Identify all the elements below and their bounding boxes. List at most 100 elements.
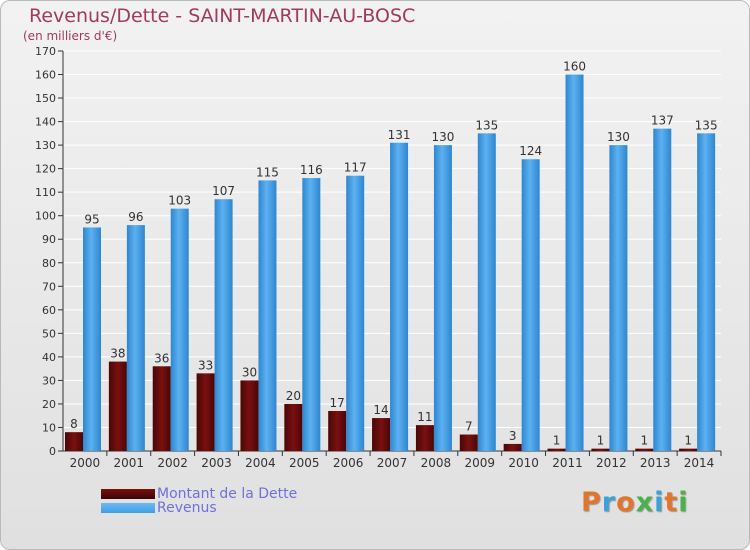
- revenue-value-label: 135: [695, 118, 718, 132]
- x-tick-label: 2011: [552, 456, 583, 470]
- debt-bar: [152, 366, 171, 451]
- debt-value-label: 3: [509, 429, 517, 443]
- debt-bar: [415, 425, 434, 451]
- logo-letter: o: [616, 487, 636, 518]
- debt-bar: [196, 373, 215, 451]
- revenue-bar: [390, 142, 409, 451]
- debt-bar: [635, 448, 654, 451]
- y-tick-label: 140: [35, 116, 56, 129]
- debt-value-label: 17: [330, 396, 345, 410]
- debt-bar: [679, 448, 698, 451]
- legend-item-revenue: Revenus: [101, 500, 297, 516]
- revenue-value-label: 107: [212, 184, 235, 198]
- revenue-value-label: 160: [563, 60, 586, 74]
- logo-letter: x: [635, 487, 655, 518]
- legend-item-debt: Montant de la Dette: [101, 486, 298, 502]
- revenue-value-label: 95: [84, 212, 99, 226]
- revenue-value-label: 116: [300, 163, 323, 177]
- y-tick-label: 20: [42, 398, 56, 411]
- revenue-bar: [565, 74, 584, 451]
- debt-bar: [284, 403, 303, 451]
- debt-value-label: 11: [417, 410, 432, 424]
- legend-swatch-debt: [101, 489, 155, 499]
- debt-bar: [240, 380, 259, 451]
- revenue-bar: [477, 133, 496, 451]
- chart-title: Revenus/Dette - SAINT-MARTIN-AU-BOSC: [29, 5, 416, 27]
- debt-bar: [108, 361, 127, 451]
- y-tick-label: 150: [35, 92, 56, 105]
- revenue-value-label: 96: [128, 210, 143, 224]
- x-tick-label: 2010: [508, 456, 539, 470]
- y-tick-label: 110: [35, 186, 56, 199]
- y-tick-label: 100: [35, 210, 56, 223]
- x-tick-label: 2007: [377, 456, 408, 470]
- debt-bar: [459, 434, 478, 451]
- revenue-value-label: 117: [344, 161, 367, 175]
- y-tick-label: 130: [35, 139, 56, 152]
- logo-letter: i: [678, 487, 689, 518]
- revenue-bar: [83, 227, 101, 451]
- debt-bar: [328, 411, 347, 451]
- legend-label-revenue: Revenus: [157, 500, 217, 516]
- debt-value-label: 33: [198, 358, 213, 372]
- y-tick-label: 40: [42, 351, 56, 364]
- revenue-bar: [609, 145, 628, 451]
- revenue-bar: [126, 225, 145, 451]
- x-tick-label: 2004: [245, 456, 276, 470]
- y-tick-label: 50: [42, 327, 56, 340]
- debt-bar: [65, 432, 83, 451]
- y-tick-label: 160: [35, 69, 56, 82]
- x-tick-label: 2012: [596, 456, 627, 470]
- revenue-bar: [433, 145, 452, 451]
- revenue-value-label: 135: [475, 118, 498, 132]
- y-tick-label: 90: [42, 233, 56, 246]
- revenue-value-label: 103: [168, 194, 191, 208]
- x-tick-label: 2003: [201, 456, 232, 470]
- logo-letter: t: [664, 487, 679, 518]
- x-tick-label: 2002: [157, 456, 188, 470]
- debt-value-label: 14: [373, 403, 388, 417]
- debt-bar: [547, 448, 566, 451]
- x-tick-label: 2001: [114, 456, 145, 470]
- debt-value-label: 8: [70, 417, 78, 431]
- debt-value-label: 30: [242, 365, 257, 379]
- x-tick-label: 2009: [464, 456, 495, 470]
- logo-letter: i: [654, 487, 665, 518]
- y-tick-label: 120: [35, 163, 56, 176]
- revenue-value-label: 124: [519, 144, 542, 158]
- revenue-bar: [521, 159, 540, 451]
- revenue-value-label: 137: [651, 114, 674, 128]
- debt-value-label: 7: [465, 420, 473, 434]
- revenue-bar: [170, 208, 189, 451]
- debt-bar: [372, 418, 391, 451]
- x-tick-label: 2014: [684, 456, 715, 470]
- debt-value-label: 1: [640, 434, 648, 448]
- revenue-bar: [697, 133, 716, 451]
- x-tick-label: 2000: [70, 456, 101, 470]
- y-tick-label: 170: [35, 45, 56, 58]
- chart-legend: Montant de la Dette Revenus: [101, 486, 298, 516]
- debt-bar: [591, 448, 610, 451]
- legend-swatch-revenue: [101, 503, 155, 513]
- debt-bar: [503, 443, 522, 451]
- debt-value-label: 1: [684, 434, 692, 448]
- y-tick-label: 0: [49, 445, 56, 458]
- logo-letter: P: [581, 487, 602, 518]
- x-tick-label: 2013: [640, 456, 671, 470]
- proxiti-logo: Proxiti: [581, 487, 689, 518]
- debt-value-label: 36: [154, 351, 169, 365]
- revenue-bar: [346, 175, 365, 452]
- revenue-bar: [214, 199, 233, 451]
- legend-label-debt: Montant de la Dette: [157, 486, 298, 502]
- revenue-value-label: 115: [256, 165, 279, 179]
- revenue-bar: [302, 178, 321, 451]
- x-tick-label: 2006: [333, 456, 364, 470]
- revenue-value-label: 131: [388, 128, 411, 142]
- revenue-value-label: 130: [607, 130, 630, 144]
- chart-subtitle: (en milliers d'€): [23, 29, 118, 43]
- y-tick-label: 80: [42, 257, 56, 270]
- debt-value-label: 38: [110, 347, 125, 361]
- x-tick-label: 2008: [421, 456, 452, 470]
